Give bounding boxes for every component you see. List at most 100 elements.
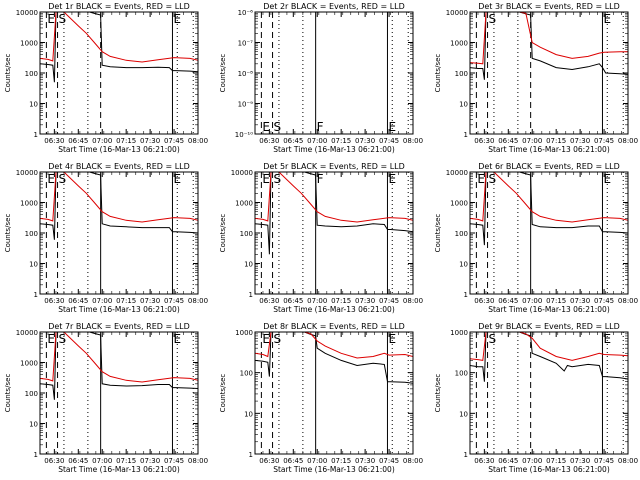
x-axis-label: Start Time (16-Mar-13 06:21:00) — [488, 465, 610, 474]
x-tick-label: 08:00 — [618, 137, 638, 145]
x-tick-label: 08:00 — [403, 297, 423, 305]
y-tick-label: 1 — [34, 451, 38, 459]
panel-det-2: Det 2r BLACK = Events, RED = LLD 10⁻¹⁰ 10⁻… — [219, 2, 423, 154]
x-tick-label: 07:30 — [355, 137, 375, 145]
x-tick-label: 07:45 — [594, 137, 614, 145]
x-tick-label: 06:45 — [283, 137, 303, 145]
y-tick-label: 1000 — [235, 200, 253, 208]
event-marker-label: E — [477, 172, 485, 186]
series-group — [40, 332, 198, 400]
series-line-events — [255, 172, 413, 255]
y-tick-label: 100 — [455, 370, 468, 378]
x-tick-label: 06:30 — [259, 457, 279, 465]
event-marker-label: E — [388, 332, 396, 346]
event-markers — [45, 332, 194, 454]
y-tick-label: 100 — [455, 70, 468, 78]
y-tick-label: 10000 — [16, 169, 38, 177]
x-tick-label: 07:15 — [116, 297, 136, 305]
panel-det-8: Det 8r BLACK = Events, RED = LLD 1 10 100 10… — [219, 322, 423, 474]
event-marker-label: E — [173, 332, 181, 346]
x-tick-label: 07:00 — [92, 137, 112, 145]
x-tick-label: 06:45 — [283, 297, 303, 305]
series-line-lld — [255, 332, 413, 359]
y-tick-label: 1000 — [20, 40, 38, 48]
event-marker-label: S — [489, 172, 497, 186]
x-tick-label: 07:00 — [307, 137, 327, 145]
y-tick-label: 10 — [29, 101, 38, 109]
y-tick-label: 10 — [459, 261, 468, 269]
series-line-lld — [470, 12, 628, 65]
y-axis-label: Counts/sec — [219, 214, 227, 253]
event-marker-label: S — [489, 332, 497, 346]
series-group — [40, 12, 198, 83]
x-tick-label: 06:30 — [44, 457, 64, 465]
x-tick-label: 07:00 — [522, 297, 542, 305]
panel-det-3: Det 3r BLACK = Events, RED = LLD 1 10 100 10… — [434, 2, 638, 154]
x-tick-label: 06:45 — [498, 137, 518, 145]
panel-title: Det 7r BLACK = Events, RED = LLD — [48, 322, 190, 331]
y-tick-label: 100 — [240, 370, 253, 378]
event-marker-label: F — [317, 172, 324, 186]
event-marker-label: E — [47, 332, 55, 346]
plot-frame — [39, 11, 199, 135]
series-line-lld — [470, 332, 628, 361]
x-tick-label: 08:00 — [188, 137, 208, 145]
y-axis-label: Counts/sec — [4, 54, 12, 93]
series-line-events — [40, 12, 198, 83]
x-axis-label: Start Time (16-Mar-13 06:21:00) — [273, 305, 395, 314]
y-tick-label: 10000 — [16, 9, 38, 17]
x-axis-label: Start Time (16-Mar-13 06:21:00) — [488, 145, 610, 154]
x-tick-label: 06:45 — [498, 457, 518, 465]
y-tick-label: 10⁻⁹ — [238, 101, 254, 109]
panel-title: Det 2r BLACK = Events, RED = LLD — [263, 2, 405, 11]
y-tick-label: 10 — [244, 261, 253, 269]
x-tick-label: 07:15 — [546, 137, 566, 145]
series-group — [255, 332, 413, 384]
x-tick-label: 07:15 — [546, 457, 566, 465]
series-group — [40, 172, 198, 240]
x-tick-label: 07:00 — [522, 137, 542, 145]
y-tick-label: 10 — [29, 421, 38, 429]
event-markers — [260, 12, 409, 134]
x-tick-label: 07:45 — [164, 137, 184, 145]
event-marker-label: E — [262, 172, 270, 186]
y-axis-label: Counts/sec — [4, 214, 12, 253]
series-line-lld — [40, 12, 198, 63]
event-marker-label: F — [317, 120, 324, 134]
x-axis-label: Start Time (16-Mar-13 06:21:00) — [273, 465, 395, 474]
x-tick-label: 06:45 — [283, 457, 303, 465]
y-tick-label: 1 — [464, 451, 468, 459]
plot-frame — [254, 331, 414, 455]
panel-det-7: Det 7r BLACK = Events, RED = LLD 1 10 100 10… — [4, 322, 208, 474]
event-marker-label: E — [388, 120, 396, 134]
event-markers — [45, 172, 194, 294]
x-tick-label: 07:45 — [164, 457, 184, 465]
x-tick-label: 06:30 — [474, 137, 494, 145]
y-tick-label: 100 — [25, 230, 38, 238]
event-marker-label: S — [274, 120, 282, 134]
panel-title: Det 3r BLACK = Events, RED = LLD — [478, 2, 620, 11]
x-tick-label: 08:00 — [403, 137, 423, 145]
event-markers — [475, 12, 624, 134]
x-tick-label: 07:30 — [140, 137, 160, 145]
event-marker-label: S — [274, 332, 282, 346]
x-tick-label: 06:30 — [259, 137, 279, 145]
event-marker-label: E — [603, 172, 611, 186]
event-marker-label: S — [274, 172, 282, 186]
x-tick-label: 07:30 — [140, 297, 160, 305]
event-marker-label: E — [47, 12, 55, 26]
x-tick-label: 07:30 — [140, 457, 160, 465]
x-tick-label: 07:00 — [522, 457, 542, 465]
x-tick-label: 06:45 — [498, 297, 518, 305]
panel-det-5: Det 5r BLACK = Events, RED = LLD 1 10 100 10… — [219, 162, 423, 314]
event-marker-label: E — [603, 12, 611, 26]
y-tick-label: 1 — [464, 291, 468, 299]
event-markers — [260, 172, 409, 294]
event-marker-label: E — [388, 172, 396, 186]
panel-title: Det 9r BLACK = Events, RED = LLD — [478, 322, 620, 331]
series-group — [255, 172, 413, 255]
x-axis-label: Start Time (16-Mar-13 06:21:00) — [58, 305, 180, 314]
panel-det-6: Det 6r BLACK = Events, RED = LLD 1 10 100 10… — [434, 162, 638, 314]
y-tick-label: 1000 — [450, 329, 468, 337]
